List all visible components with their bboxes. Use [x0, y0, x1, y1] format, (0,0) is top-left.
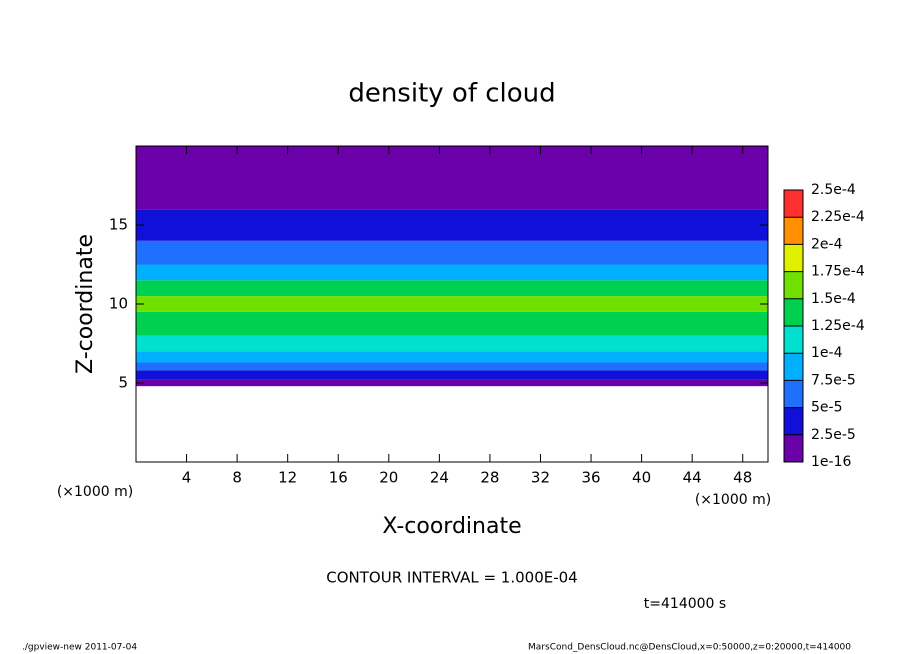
y-unit: (×1000 m)	[57, 484, 133, 500]
x-tick-label: 12	[278, 469, 297, 487]
field-layer	[136, 264, 768, 281]
field-layer	[136, 146, 768, 210]
colorbar-label: 7.5e-5	[811, 372, 856, 388]
footer-right: MarsCond_DensCloud.nc@DensCloud,x=0:5000…	[528, 643, 851, 653]
colorbar-label: 2.25e-4	[811, 209, 865, 225]
colorbar-swatch	[784, 244, 803, 272]
x-tick-label: 40	[632, 469, 651, 487]
colorbar-swatch	[784, 298, 803, 326]
colorbar-label: 2e-4	[811, 236, 843, 252]
chart-title: density of cloud	[348, 79, 555, 109]
field-layer	[136, 209, 768, 241]
x-tick-label: 48	[733, 469, 752, 487]
x-tick-label: 16	[329, 469, 348, 487]
x-tick-label: 8	[232, 469, 242, 487]
colorbar-label: 2.5e-4	[811, 182, 856, 198]
x-tick-label: 36	[581, 469, 600, 487]
x-unit: (×1000 m)	[695, 492, 771, 508]
colorbar-swatch	[784, 326, 803, 354]
y-tick-label: 5	[118, 374, 128, 392]
field-layer	[136, 280, 768, 297]
colorbar-swatch	[784, 190, 803, 218]
x-tick-label: 32	[531, 469, 550, 487]
field-layer	[136, 311, 768, 336]
field-layer	[136, 335, 768, 352]
colorbar-swatch	[784, 353, 803, 381]
colorbar-swatch	[784, 434, 803, 462]
x-tick-label: 20	[379, 469, 398, 487]
x-tick-label: 28	[480, 469, 499, 487]
colorbar-swatch	[784, 380, 803, 408]
colorbar-label: 2.5e-5	[811, 427, 856, 443]
field-layer	[136, 370, 768, 380]
colorbar-swatch	[784, 407, 803, 435]
colorbar-label: 1.5e-4	[811, 291, 856, 307]
colorbar-swatch	[784, 271, 803, 299]
x-tick-label: 44	[683, 469, 702, 487]
colorbar-label: 1.75e-4	[811, 264, 865, 280]
contour-note: CONTOUR INTERVAL = 1.000E-04	[326, 569, 577, 587]
field-layer	[136, 296, 768, 312]
field-layer	[136, 351, 768, 363]
footer-left: ./gpview-new 2011-07-04	[22, 643, 137, 653]
x-tick-label: 4	[182, 469, 192, 487]
y-axis-label: Z-coordinate	[73, 234, 98, 374]
colorbar-label: 1e-16	[811, 454, 851, 470]
x-axis-label: X-coordinate	[382, 514, 521, 539]
field-layer	[136, 240, 768, 265]
colorbar-label: 1e-4	[811, 345, 843, 361]
field-layer	[136, 379, 768, 387]
time-label: t=414000 s	[644, 596, 726, 612]
colorbar-label: 1.25e-4	[811, 318, 865, 334]
x-tick-label: 24	[430, 469, 449, 487]
colorbar-swatch	[784, 217, 803, 245]
colorbar-label: 5e-5	[811, 400, 842, 416]
field-layer	[136, 362, 768, 371]
y-tick-label: 10	[109, 295, 128, 313]
y-tick-label: 15	[109, 216, 128, 234]
